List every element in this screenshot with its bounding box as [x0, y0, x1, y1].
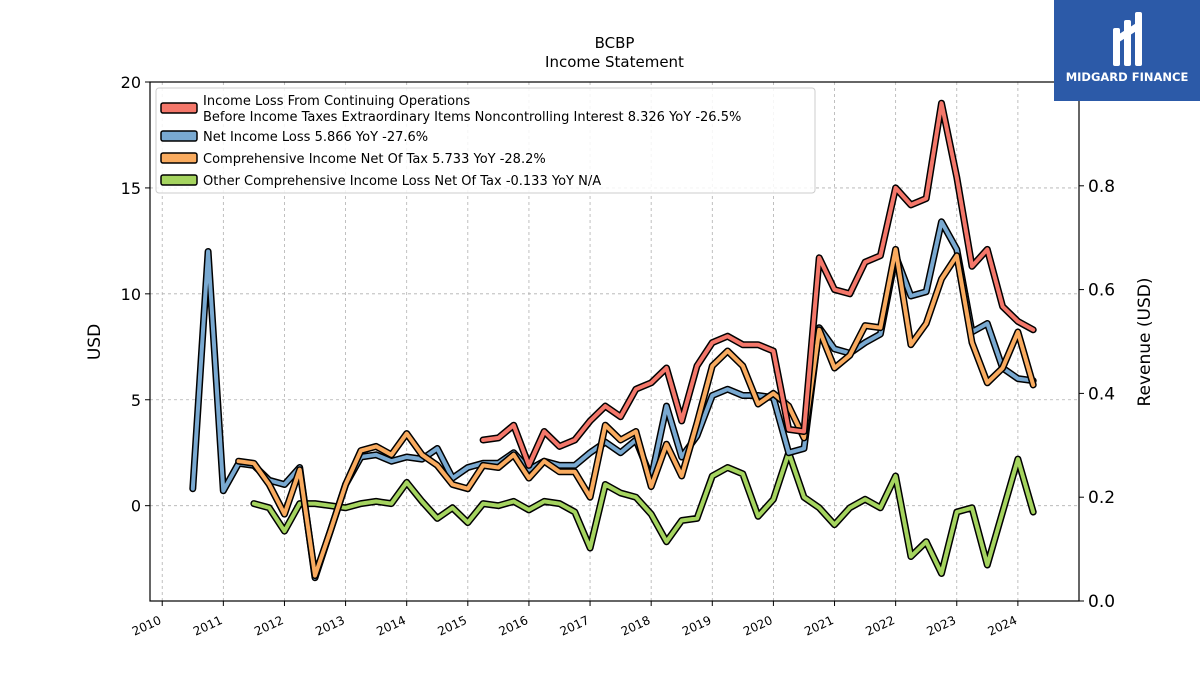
legend-label-3: Other Comprehensive Income Loss Net Of T… — [203, 174, 601, 189]
logo-mark-icon — [1113, 12, 1142, 66]
series-0-line — [481, 101, 1036, 468]
x-tick-label: 2018 — [619, 613, 653, 639]
x-tick-label: 2022 — [863, 613, 897, 639]
x-tick-label: 2012 — [252, 613, 286, 639]
x-tick-label: 2017 — [558, 613, 592, 639]
x-tick-label: 2019 — [680, 613, 714, 639]
brand-logo: MIDGARD FINANCE — [1054, 0, 1200, 101]
y2-tick-label: 0.4 — [1088, 384, 1115, 404]
y-axis-label: USD — [85, 324, 105, 360]
y-tick-label: 20 — [121, 73, 141, 92]
x-tick-label: 2015 — [435, 613, 469, 639]
y2-tick-label: 0.0 — [1088, 592, 1115, 612]
y-tick-label: 0 — [131, 497, 141, 516]
legend-swatch-3 — [160, 174, 198, 186]
legend-label-1: Net Income Loss 5.866 YoY -27.6% — [203, 130, 428, 145]
legend-label-0-line1: Income Loss From Continuing Operations — [203, 94, 470, 109]
x-tick-label: 2020 — [741, 613, 775, 639]
series-2-line — [236, 247, 1036, 578]
y2-tick-label: 0.8 — [1088, 177, 1115, 197]
x-tick-label: 2024 — [986, 613, 1020, 639]
x-tick-label: 2016 — [497, 613, 531, 639]
legend-box — [155, 87, 816, 194]
y-tick-label: 5 — [131, 391, 141, 410]
legend-swatch-1 — [160, 130, 198, 142]
x-tick-label: 2023 — [924, 613, 958, 639]
x-tick-label: 2021 — [802, 613, 836, 639]
chart-title: BCBP — [595, 34, 635, 52]
y2-tick-label: 0.6 — [1088, 281, 1115, 301]
y-tick-label: 10 — [121, 285, 141, 304]
legend-swatch-2 — [160, 152, 198, 164]
legend: Income Loss From Continuing Operations B… — [155, 87, 816, 194]
chart-subtitle: Income Statement — [545, 53, 684, 71]
y2-axis-label: Revenue (USD) — [1135, 277, 1155, 406]
series-3-line — [251, 450, 1036, 576]
series-lines — [189, 99, 1037, 582]
y2-tick-label: 0.2 — [1088, 488, 1115, 508]
legend-label-0-line2: Before Income Taxes Extraordinary Items … — [203, 110, 741, 125]
x-tick-label: 2011 — [191, 613, 225, 639]
plot-frame — [149, 81, 1080, 602]
legend-label-2: Comprehensive Income Net Of Tax 5.733 Yo… — [203, 152, 546, 167]
x-tick-label: 2013 — [313, 613, 347, 639]
brand-name: MIDGARD FINANCE — [1066, 70, 1189, 84]
y-tick-label: 15 — [121, 179, 141, 198]
x-tick-label: 2014 — [374, 613, 408, 639]
x-tick-label: 2010 — [130, 613, 164, 639]
legend-swatch-0 — [160, 102, 198, 114]
